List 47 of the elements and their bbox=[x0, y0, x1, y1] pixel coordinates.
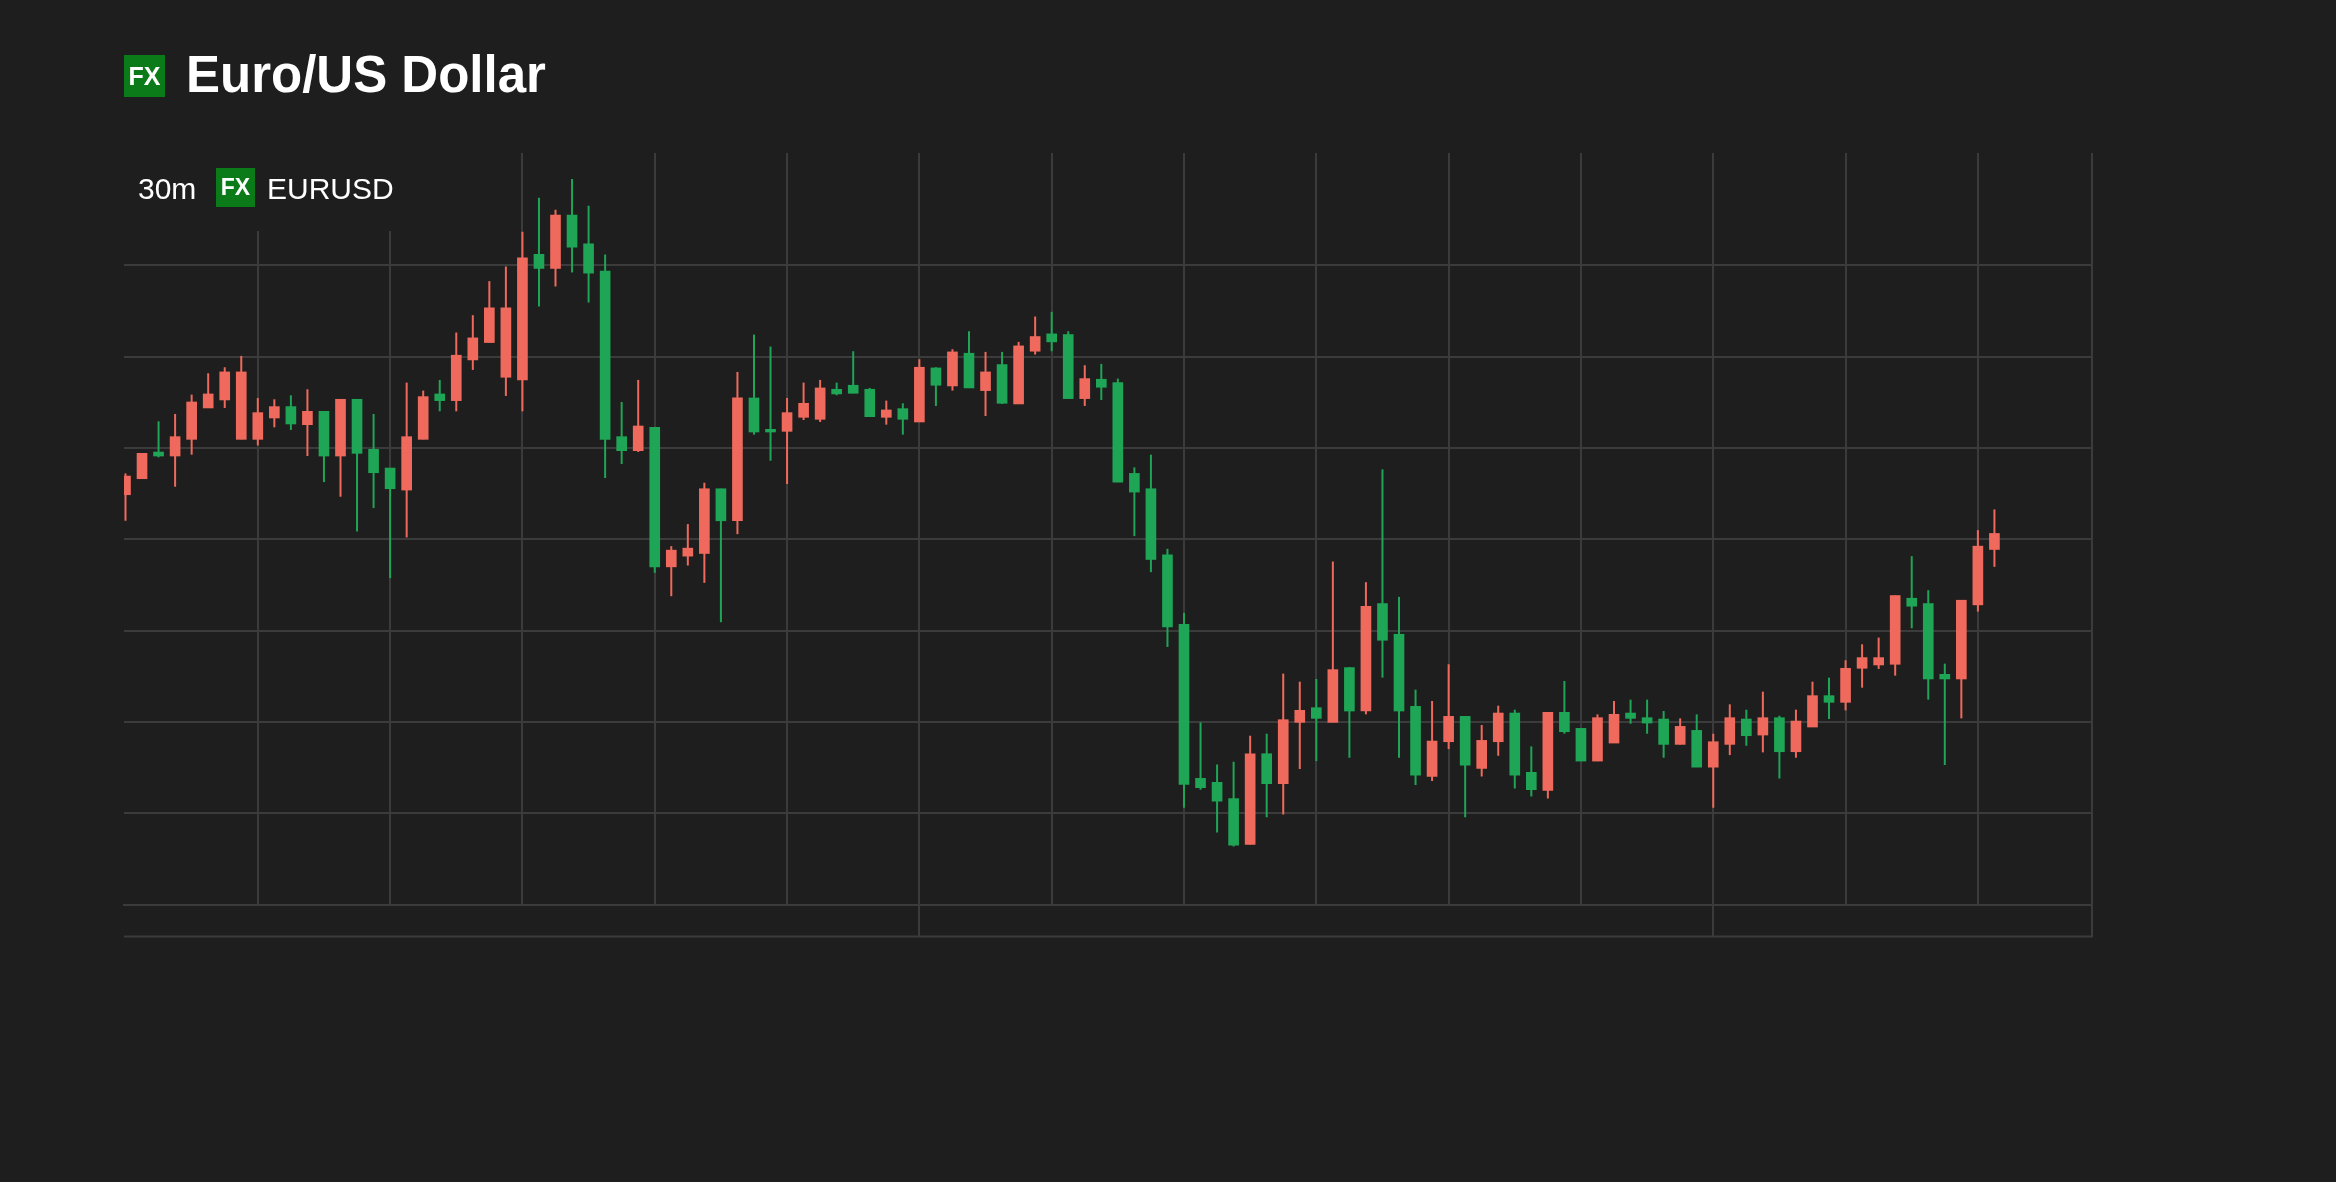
candlestick bbox=[1129, 466, 1140, 538]
annotation: 30m bbox=[138, 171, 197, 207]
candlestick bbox=[798, 381, 809, 421]
candlestick bbox=[1211, 763, 1223, 834]
candlestick bbox=[1989, 508, 2000, 568]
candlestick bbox=[1906, 555, 1918, 630]
chart-title: Euro/US Dollar bbox=[186, 45, 546, 105]
candlestick bbox=[269, 398, 280, 429]
candlestick bbox=[930, 366, 942, 407]
candlestick bbox=[616, 400, 627, 466]
candlestick bbox=[1029, 315, 1041, 356]
candlestick bbox=[1079, 364, 1091, 407]
candlestick bbox=[1095, 362, 1107, 401]
candlestick bbox=[847, 350, 859, 395]
candlestick bbox=[1674, 717, 1686, 746]
candlestick bbox=[1641, 698, 1653, 735]
candlestick bbox=[434, 378, 446, 413]
candlestick bbox=[1939, 662, 1951, 767]
candlestick bbox=[1195, 721, 1206, 791]
candlestick bbox=[169, 412, 181, 488]
candlestick bbox=[980, 350, 991, 417]
candlestick bbox=[897, 402, 909, 436]
candlestick bbox=[285, 394, 297, 431]
candlestick bbox=[665, 545, 677, 598]
candlestick bbox=[1046, 310, 1058, 353]
candlestick bbox=[1873, 636, 1884, 670]
candlestick bbox=[302, 388, 313, 458]
candlestick bbox=[682, 523, 694, 567]
candlestick bbox=[1856, 643, 1868, 689]
candlestick bbox=[781, 396, 793, 486]
candlestick bbox=[1559, 679, 1570, 735]
candlestick bbox=[880, 399, 892, 426]
candlestick bbox=[467, 314, 479, 371]
candlestick bbox=[1525, 745, 1537, 798]
candlestick bbox=[1741, 708, 1752, 747]
candlestick bbox=[1310, 677, 1322, 763]
annotation: EURUSD bbox=[267, 171, 394, 207]
text: FX bbox=[124, 55, 165, 97]
candlestick bbox=[1823, 676, 1835, 721]
candlestick bbox=[765, 345, 776, 462]
candlestick bbox=[1757, 690, 1769, 754]
annotation: FX bbox=[216, 168, 255, 207]
candlestick bbox=[1294, 680, 1306, 771]
candlestick bbox=[384, 467, 396, 580]
candlestick bbox=[1625, 698, 1636, 725]
candlestick bbox=[533, 196, 545, 308]
candlestick bbox=[202, 372, 214, 409]
